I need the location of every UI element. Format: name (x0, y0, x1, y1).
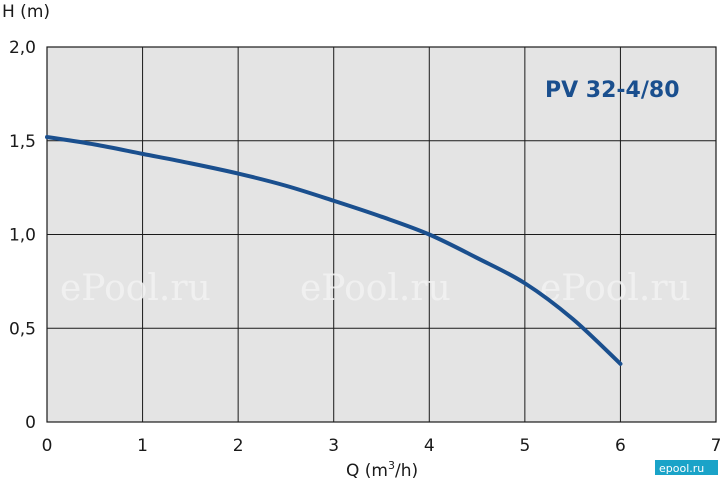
y-tick-label: 2,0 (9, 38, 36, 58)
x-tick-label: 3 (328, 436, 339, 456)
x-tick-label: 6 (615, 436, 626, 456)
grid (47, 47, 716, 422)
chart-title: PV 32-4/80 (545, 78, 680, 103)
y-tick-label: 0,5 (9, 319, 36, 339)
watermark: ePool.ru (300, 268, 451, 309)
corner-watermark-bg (655, 460, 718, 475)
watermark-layer: ePool.ru ePool.ru ePool.ru (60, 268, 691, 309)
series-line-pv-32-4-80 (45, 135, 623, 366)
x-tick-label: 5 (519, 436, 530, 456)
y-tick-label: 1,0 (9, 226, 36, 246)
x-tick-label: 2 (233, 436, 244, 456)
x-axis-ticks: 0 1 2 3 4 5 6 7 (42, 436, 722, 456)
corner-watermark: epool.ru (659, 462, 704, 475)
x-axis-label: Q (m3/h) (346, 459, 418, 481)
watermark: ePool.ru (540, 268, 691, 309)
y-tick-label: 0 (25, 413, 36, 433)
y-axis-ticks: 0 0,5 1,0 1,5 2,0 (9, 38, 36, 433)
x-tick-label: 0 (42, 436, 53, 456)
y-axis-label: H (m) (2, 2, 50, 22)
watermark: ePool.ru (60, 268, 211, 309)
y-tick-label: 1,5 (9, 132, 36, 152)
x-tick-label: 1 (137, 436, 148, 456)
x-tick-label: 4 (424, 436, 435, 456)
x-tick-label: 7 (711, 436, 722, 456)
